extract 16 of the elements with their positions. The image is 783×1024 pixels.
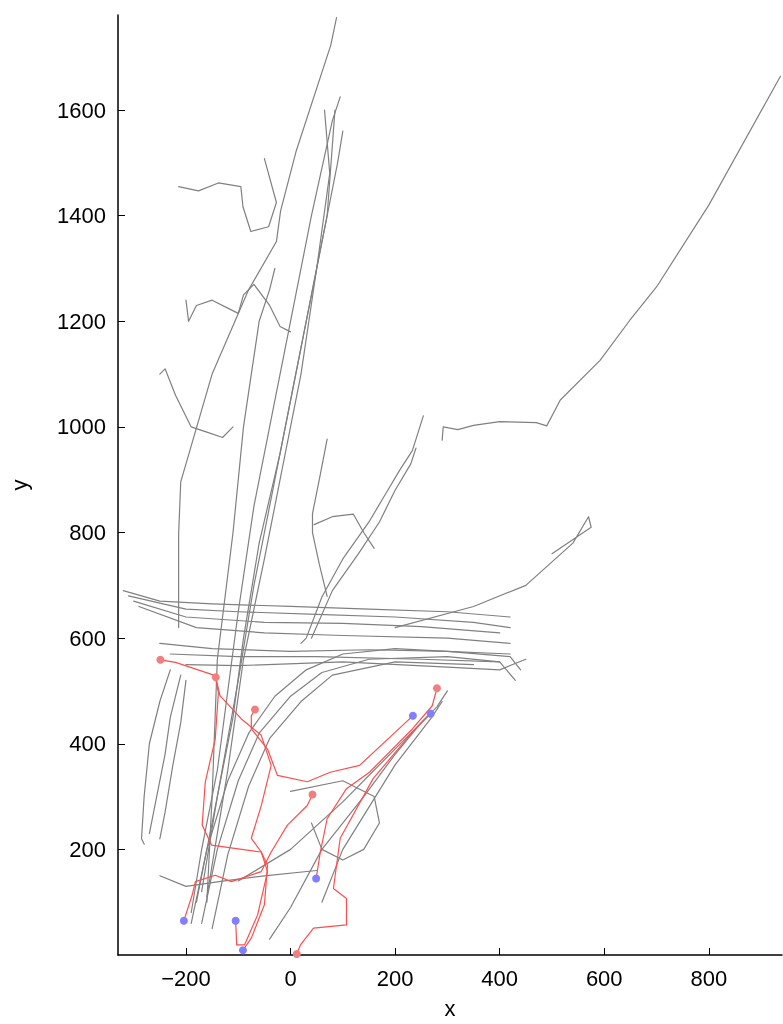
x-tick-label: 800 <box>690 965 728 991</box>
x-axis-title: x <box>444 995 456 1021</box>
y-tick-label: 1400 <box>57 203 106 229</box>
y-tick-label: 1600 <box>57 97 106 123</box>
x-tick-label: −200 <box>161 965 211 991</box>
x-tick-label: 200 <box>376 965 414 991</box>
y-tick-label: 1200 <box>57 308 106 334</box>
y-tick-label: 200 <box>69 836 106 862</box>
y-tick-label: 400 <box>69 731 106 757</box>
y-axis-title: y <box>6 479 32 491</box>
x-tick-label: 0 <box>284 965 297 991</box>
x-tick-label: 600 <box>585 965 623 991</box>
y-tick-label: 800 <box>69 520 106 546</box>
x-tick-label: 400 <box>481 965 519 991</box>
y-tick-label: 1000 <box>57 414 106 440</box>
y-tick-label: 600 <box>69 625 106 651</box>
